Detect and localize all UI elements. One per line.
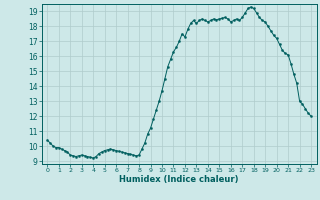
X-axis label: Humidex (Indice chaleur): Humidex (Indice chaleur) [119,175,239,184]
